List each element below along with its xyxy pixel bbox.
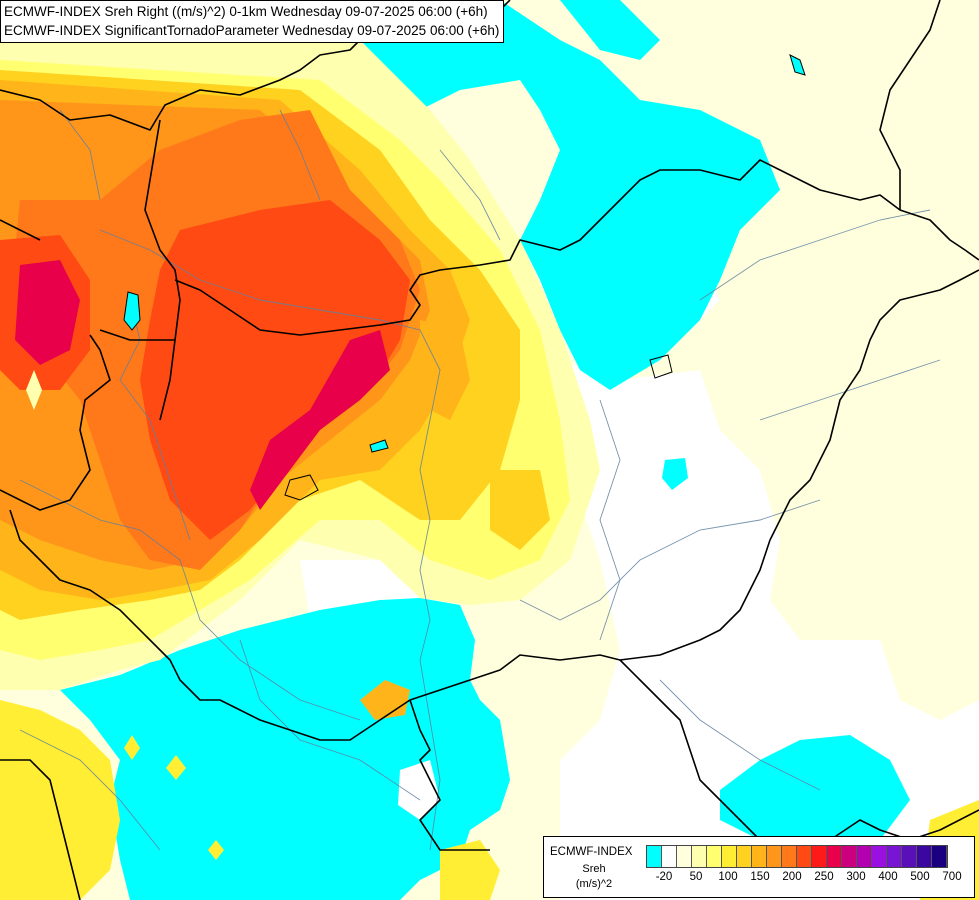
legend-swatch xyxy=(782,846,797,867)
legend-tick-label: 500 xyxy=(910,871,930,883)
field-spot-3 xyxy=(124,735,140,760)
field-crimson-west xyxy=(15,260,80,365)
legend-swatch xyxy=(797,846,812,867)
legend-swatches xyxy=(646,845,948,868)
legend-tick-label: 300 xyxy=(846,871,866,883)
field-yellow-southeast xyxy=(440,840,500,900)
color-legend: ECMWF-INDEX Sreh (m/s)^2 -20 50 100 150 200 2… xyxy=(543,836,975,898)
legend-swatch xyxy=(737,846,752,867)
field-spot-4 xyxy=(208,840,224,860)
field-cyan-south xyxy=(60,598,510,900)
legend-swatch xyxy=(722,846,737,867)
legend-subtitle-1: Sreh xyxy=(582,863,606,875)
field-orange-south-blob xyxy=(360,680,410,720)
legend-tick-label: 200 xyxy=(782,871,802,883)
field-white-south-hole xyxy=(398,760,440,820)
field-gold-east-blob xyxy=(490,470,550,550)
legend-title: ECMWF-INDEX xyxy=(550,846,633,858)
legend-swatch xyxy=(692,846,707,867)
field-orange-east-blob xyxy=(420,320,470,420)
legend-swatch xyxy=(932,846,947,867)
legend-swatch xyxy=(902,846,917,867)
field-spot-1 xyxy=(26,370,42,410)
legend-tick-label: 700 xyxy=(942,871,962,883)
legend-swatch xyxy=(707,846,722,867)
map-title-box: ECMWF-INDEX Sreh Right ((m/s)^2) 0-1km W… xyxy=(0,0,505,43)
legend-swatch xyxy=(662,846,677,867)
legend-tick-label: 100 xyxy=(718,871,738,883)
legend-swatch xyxy=(767,846,782,867)
legend-tick-label: 250 xyxy=(814,871,834,883)
field-cyan-north xyxy=(360,0,780,390)
legend-swatch xyxy=(872,846,887,867)
legend-swatch xyxy=(677,846,692,867)
legend-swatch xyxy=(842,846,857,867)
lakes xyxy=(123,54,806,501)
map-title-line-1: ECMWF-INDEX Sreh Right ((m/s)^2) 0-1km W… xyxy=(4,4,488,19)
legend-tick-label: 400 xyxy=(878,871,898,883)
field-crimson-core xyxy=(250,330,390,510)
legend-subtitle-2: (m/s)^2 xyxy=(575,878,613,890)
legend-swatch xyxy=(812,846,827,867)
legend-tick-label: 150 xyxy=(750,871,770,883)
legend-tick-label: 50 xyxy=(689,871,703,883)
legend-swatch xyxy=(917,846,932,867)
legend-swatch xyxy=(857,846,872,867)
legend-swatch xyxy=(647,846,662,867)
legend-swatch xyxy=(887,846,902,867)
field-cyan-north2 xyxy=(560,0,660,60)
legend-tick-label: -20 xyxy=(655,871,673,883)
rivers xyxy=(19,109,941,851)
field-yellow-southwest xyxy=(0,700,120,900)
legend-swatch xyxy=(827,846,842,867)
map-title-line-2: ECMWF-INDEX SignificantTornadoParameter … xyxy=(4,23,500,38)
field-spot-2 xyxy=(166,755,186,780)
field-red-core xyxy=(140,200,410,540)
field-cyan-island xyxy=(662,458,688,490)
legend-swatch xyxy=(752,846,767,867)
